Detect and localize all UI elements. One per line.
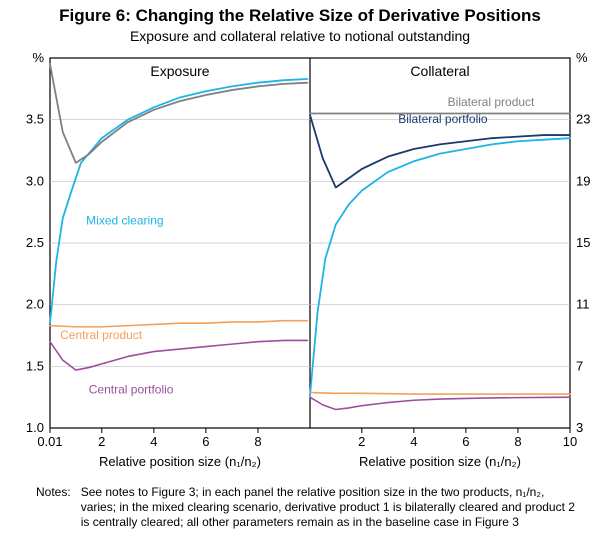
x-axis-label-right: Relative position size (n₁/n₂) xyxy=(359,454,521,469)
x-tick-label: 4 xyxy=(410,434,417,449)
y-unit-left: % xyxy=(32,50,44,65)
figure-subtitle: Exposure and collateral relative to noti… xyxy=(0,28,600,44)
panel-title-right: Collateral xyxy=(410,63,469,79)
series-right-darkblue xyxy=(310,115,570,187)
figure-notes: Notes: See notes to Figure 3; in each pa… xyxy=(36,485,582,530)
y-unit-right: % xyxy=(576,50,588,65)
y-tick-label-right: 23 xyxy=(576,112,590,127)
notes-body: See notes to Figure 3; in each panel the… xyxy=(81,485,582,530)
x-tick-label: 6 xyxy=(202,434,209,449)
y-tick-label-right: 7 xyxy=(576,358,583,373)
x-axis-label-left: Relative position size (n₁/n₂) xyxy=(99,454,261,469)
series-right-blue xyxy=(310,138,570,395)
x-tick-label: 2 xyxy=(98,434,105,449)
y-tick-label-left: 1.5 xyxy=(26,358,44,373)
chart-svg: 0.01 2 4 6 8 1.0 1.5 2.0 2.5 3.0 3.5% Exposure Relat… xyxy=(0,48,600,478)
x-tick-label: 10 xyxy=(563,434,577,449)
y-tick-label-right: 11 xyxy=(576,297,590,312)
series-left-orange xyxy=(50,321,307,327)
x-tick-label: 2 xyxy=(358,434,365,449)
notes-label: Notes: xyxy=(36,485,71,530)
y-tick-label-left: 2.5 xyxy=(26,235,44,250)
y-tick-label-right: 19 xyxy=(576,173,590,188)
y-tick-label-left: 1.0 xyxy=(26,420,44,435)
y-tick-label-right: 3 xyxy=(576,420,583,435)
series-label: Bilateral portfolio xyxy=(398,112,488,126)
x-tick-label: 0.01 xyxy=(37,434,62,449)
x-tick-label: 4 xyxy=(150,434,157,449)
y-tick-label-left: 3.0 xyxy=(26,173,44,188)
series-label: Central portfolio xyxy=(89,382,174,396)
x-tick-label: 8 xyxy=(514,434,521,449)
x-tick-label: 8 xyxy=(254,434,261,449)
panel-title-left: Exposure xyxy=(150,63,209,79)
series-label: Bilateral product xyxy=(448,95,535,109)
series-left-blue xyxy=(50,79,307,323)
series-right-purple xyxy=(310,397,570,409)
x-tick-label: 6 xyxy=(462,434,469,449)
y-tick-label-left: 2.0 xyxy=(26,297,44,312)
y-tick-label-right: 15 xyxy=(576,235,590,250)
series-right-orange xyxy=(310,393,570,395)
series-label: Mixed clearing xyxy=(86,214,163,228)
figure-container: Figure 6: Changing the Relative Size of … xyxy=(0,0,600,548)
y-tick-label-left: 3.5 xyxy=(26,112,44,127)
figure-title: Figure 6: Changing the Relative Size of … xyxy=(0,6,600,26)
series-label: Central product xyxy=(60,328,143,342)
series-left-purple xyxy=(50,340,307,370)
